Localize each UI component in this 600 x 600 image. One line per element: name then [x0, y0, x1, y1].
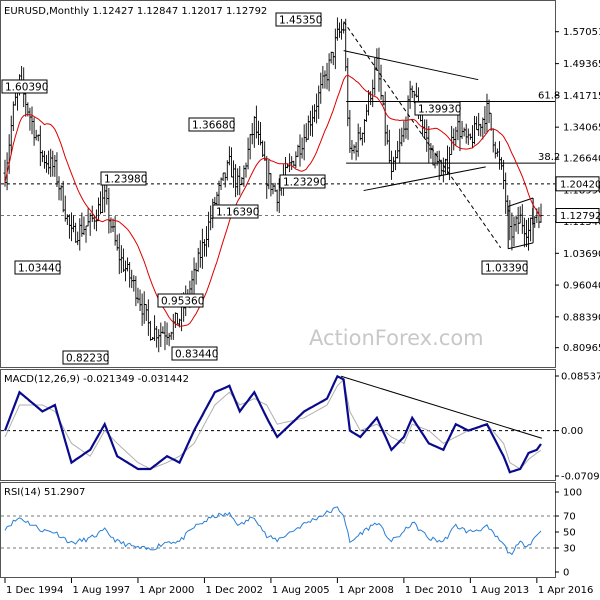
macd-y-tick-label: 0.00 — [561, 426, 583, 437]
annotation-label: 1.03390 — [485, 263, 528, 275]
watermark-text: ActionForex.com — [309, 326, 484, 350]
annotation-box — [62, 350, 109, 365]
annotation-box — [414, 101, 461, 116]
triangle-upper-trendline — [343, 50, 479, 81]
level-label: 1.20420 — [560, 179, 600, 190]
level-tag — [555, 176, 600, 192]
channel-upper-line — [508, 197, 534, 207]
x-tick-label: 1 Apr 2016 — [538, 585, 593, 596]
annotation-label: 0.82230 — [66, 353, 109, 365]
annotation-label: 0.95360 — [161, 296, 204, 308]
fib-618-label: 61.8 — [538, 90, 560, 101]
y-tick-label: 1.26640 — [563, 154, 600, 165]
price-annotations: 1.60390 1.45350 1.36680 1.39930 1.23980 1.232… — [1, 12, 528, 365]
annotation-box — [1, 79, 48, 94]
x-axis-labels: 1 Dec 1994 1 Aug 1997 1 Apr 2000 1 Dec 2002… — [4, 578, 593, 596]
macd-y-tick-label: -0.070989 — [561, 471, 600, 482]
y-tick-label: 1.34065 — [563, 123, 600, 134]
annotation-label: 1.23980 — [104, 174, 147, 186]
x-tick-label: 1 Apr 2000 — [139, 585, 194, 596]
rsi-line — [4, 506, 542, 556]
annotation-label: 1.03440 — [18, 263, 61, 275]
rsi-y-tick-label: 100 — [563, 488, 582, 499]
dashed-downtrend-line — [343, 21, 502, 249]
current-price-tag — [555, 208, 600, 224]
x-tick-label: 1 Aug 1997 — [72, 585, 130, 596]
price-header: EURUSD,Monthly 1.12427 1.12847 1.12017 1… — [4, 6, 267, 17]
annotation-box — [157, 293, 204, 308]
moving-average-line — [4, 74, 542, 327]
macd-panel-frame — [0, 369, 556, 481]
annotation-box — [275, 12, 322, 27]
annotation-label: 1.23290 — [283, 177, 326, 189]
y-tick-label: 1.49365 — [563, 59, 600, 70]
annotation-label: 1.16390 — [216, 207, 259, 219]
annotation-box — [212, 204, 259, 219]
annotation-label: 1.39930 — [418, 104, 461, 116]
annotation-label: 1.45350 — [279, 15, 322, 27]
rsi-header: RSI(14) 51.2907 — [4, 487, 85, 498]
rsi-panel-frame — [0, 482, 556, 578]
macd-trendline — [340, 375, 542, 439]
grid-lines — [1, 183, 555, 549]
annotation-box — [14, 260, 61, 275]
x-tick-label: 1 Aug 2013 — [471, 585, 529, 596]
macd-header: MACD(12,26,9) -0.021349 -0.031442 — [4, 374, 189, 385]
annotation-box — [188, 117, 235, 132]
rsi-y-tick-label: 50 — [563, 528, 576, 539]
x-tick-label: 1 Aug 2005 — [272, 585, 330, 596]
triangle-lower-trendline — [363, 166, 486, 192]
macd-signal-line — [4, 378, 542, 470]
fib-382-label: 38.2 — [538, 152, 560, 163]
macd-y-tick-label: 0.085379 — [561, 372, 600, 383]
rsi-y-tick-label: 0 — [563, 568, 569, 579]
y-tick-label: 1.41715 — [563, 91, 600, 102]
x-tick-label: 1 Dec 2010 — [405, 585, 463, 596]
annotation-box — [171, 346, 218, 361]
annotation-label: 0.83440 — [175, 349, 218, 361]
annotation-label: 1.36680 — [192, 120, 235, 132]
current-price-label: 1.12792 — [560, 211, 600, 222]
macd-line — [3, 374, 542, 474]
annotation-label: 1.60390 — [5, 82, 48, 94]
y-tick-label: 0.80965 — [563, 343, 600, 354]
rsi-y-tick-label: 70 — [563, 512, 576, 523]
annotation-box — [279, 174, 326, 189]
rsi-y-tick-label: 30 — [563, 544, 576, 555]
x-tick-label: 1 Dec 2002 — [205, 585, 263, 596]
annotation-box — [481, 260, 528, 275]
y-axis-ticks: 1.570511.493651.417151.340651.266401.189… — [555, 27, 600, 579]
annotation-box — [100, 171, 147, 186]
x-tick-label: 1 Dec 1994 — [6, 585, 64, 596]
x-tick-label: 1 Apr 2008 — [338, 585, 393, 596]
